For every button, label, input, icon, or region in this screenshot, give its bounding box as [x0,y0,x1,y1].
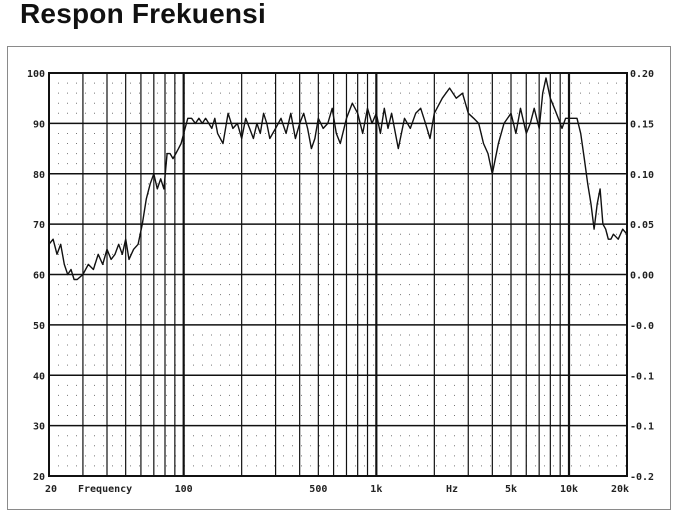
x-tick-label: 100 [175,484,193,495]
x-axis-label: Frequency [78,484,132,495]
y2-tick-label: -0.0 [630,321,654,332]
y-tick-label: 40 [33,371,45,382]
series-group [48,77,628,281]
x-tick-label: 20 [45,484,57,495]
y2-tick-label: -0.1 [630,371,654,382]
y-tick-label: 30 [33,422,45,433]
chart-axes [48,72,628,477]
chart-grid [48,72,628,477]
x-tick-label: 1k [370,484,382,495]
x-tick-label: 20k [611,484,629,495]
y-tick-label: 80 [33,170,45,181]
y-axis-tick-labels: 100 90 80 70 60 50 40 30 20 [27,69,45,483]
y-tick-label: 90 [33,119,45,130]
page-title: Respon Frekuensi [20,0,266,29]
y-tick-label: 70 [33,220,45,231]
y2-tick-label: 0.15 [630,119,654,130]
y2-tick-label: 0.10 [630,170,654,181]
x-tick-label: 10k [560,484,578,495]
y2-axis-tick-labels: 0.20 0.15 0.10 0.05 0.00 -0.0 -0.1 -0.1 -0.2 [630,69,654,483]
plot-border [48,72,628,477]
y-tick-label: 50 [33,321,45,332]
x-axis-tick-labels: 20 100 500 1k 5k 10k 20k [45,484,629,495]
y2-tick-label: 0.05 [630,220,654,231]
y2-tick-label: 0.00 [630,271,654,282]
y-tick-label: 60 [33,271,45,282]
y2-tick-label: -0.2 [630,472,654,483]
y-tick-label: 100 [27,69,45,80]
x-tick-label: 5k [505,484,517,495]
x-tick-label: 500 [309,484,327,495]
y2-tick-label: 0.20 [630,69,654,80]
y2-tick-label: -0.1 [630,422,654,433]
series-line [48,77,628,281]
y-tick-label: 20 [33,472,45,483]
x-axis-unit: Hz [446,484,458,495]
